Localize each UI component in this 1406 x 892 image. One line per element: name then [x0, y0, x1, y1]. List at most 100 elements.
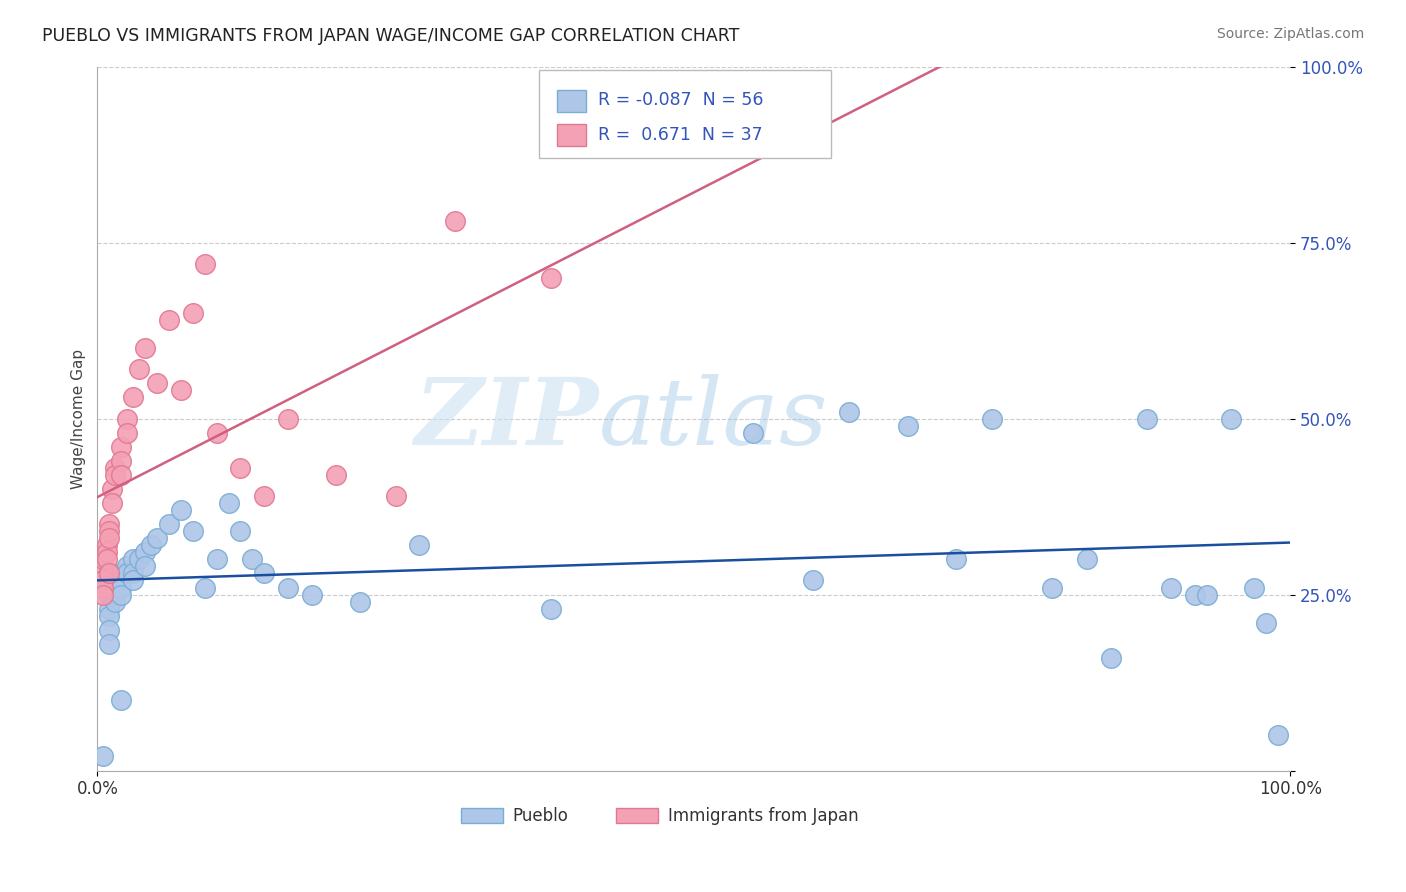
Point [91, 566, 114, 581]
Point [91, 588, 114, 602]
Point [181, 306, 204, 320]
Point [91, 581, 114, 595]
Point [218, 496, 240, 510]
Point [1219, 411, 1241, 425]
Bar [461, 808, 503, 823]
Text: PUEBLO VS IMMIGRANTS FROM JAPAN WAGE/INCOME GAP CORRELATION CHART: PUEBLO VS IMMIGRANTS FROM JAPAN WAGE/INC… [42, 27, 740, 45]
Point [1267, 728, 1289, 742]
Point [104, 467, 127, 482]
Point [98, 517, 121, 532]
Text: R = -0.087  N = 56: R = -0.087 N = 56 [599, 91, 763, 110]
Point [1076, 552, 1098, 566]
Point [122, 574, 145, 588]
Point [146, 376, 169, 391]
Point [838, 404, 860, 418]
Bar [557, 90, 586, 112]
Point [1160, 581, 1182, 595]
Point [242, 552, 264, 566]
Point [115, 566, 138, 581]
Point [540, 270, 562, 285]
Point [146, 531, 169, 545]
Point [104, 588, 127, 602]
Point [96, 545, 118, 559]
Point [98, 637, 121, 651]
Point [981, 411, 1004, 425]
Point [229, 460, 252, 475]
Point [1040, 581, 1063, 595]
Point [91, 574, 114, 588]
Point [1184, 588, 1206, 602]
Point [194, 257, 217, 271]
Point [253, 489, 276, 503]
Point [98, 588, 121, 602]
Text: Immigrants from Japan: Immigrants from Japan [668, 806, 858, 824]
Point [170, 503, 193, 517]
Text: ZIP: ZIP [415, 374, 599, 464]
Point [110, 693, 132, 707]
Point [139, 538, 162, 552]
Point [205, 425, 228, 440]
Point [157, 517, 180, 532]
Point [1256, 615, 1278, 630]
FancyBboxPatch shape [538, 70, 831, 158]
Point [91, 552, 114, 566]
Point [122, 391, 145, 405]
Point [801, 574, 824, 588]
Point [134, 341, 156, 355]
Point [98, 531, 121, 545]
Point [98, 601, 121, 615]
Point [134, 545, 156, 559]
Point [100, 496, 122, 510]
Point [1243, 581, 1265, 595]
Point [194, 581, 217, 595]
Point [897, 418, 920, 433]
Point [181, 524, 204, 539]
Text: atlas: atlas [599, 374, 828, 464]
Point [104, 594, 127, 608]
Point [110, 588, 132, 602]
Point [1099, 651, 1122, 665]
Point [110, 566, 132, 581]
Bar [616, 808, 658, 823]
Point [205, 552, 228, 566]
Point [128, 362, 150, 376]
Point [110, 440, 132, 454]
Point [100, 482, 122, 496]
Point [945, 552, 967, 566]
Point [96, 538, 118, 552]
Point [115, 425, 138, 440]
Point [110, 574, 132, 588]
Point [122, 566, 145, 581]
Point [110, 581, 132, 595]
Point [540, 601, 562, 615]
Point [122, 552, 145, 566]
Point [115, 411, 138, 425]
Text: Source: ZipAtlas.com: Source: ZipAtlas.com [1216, 27, 1364, 41]
Point [91, 749, 114, 764]
Point [301, 588, 323, 602]
Y-axis label: Wage/Income Gap: Wage/Income Gap [72, 349, 86, 489]
Point [157, 313, 180, 327]
Point [128, 552, 150, 566]
Point [110, 467, 132, 482]
Point [104, 460, 127, 475]
Point [98, 566, 121, 581]
Point [170, 384, 193, 398]
Point [325, 467, 347, 482]
Point [1136, 411, 1159, 425]
Point [115, 559, 138, 574]
Point [229, 524, 252, 539]
Point [444, 214, 467, 228]
Point [98, 608, 121, 623]
Point [104, 574, 127, 588]
Point [742, 425, 765, 440]
Point [98, 623, 121, 637]
Point [277, 411, 299, 425]
Point [134, 559, 156, 574]
Point [104, 581, 127, 595]
Bar [557, 124, 586, 146]
Point [98, 524, 121, 539]
Point [110, 454, 132, 468]
Point [1195, 588, 1218, 602]
Point [253, 566, 276, 581]
